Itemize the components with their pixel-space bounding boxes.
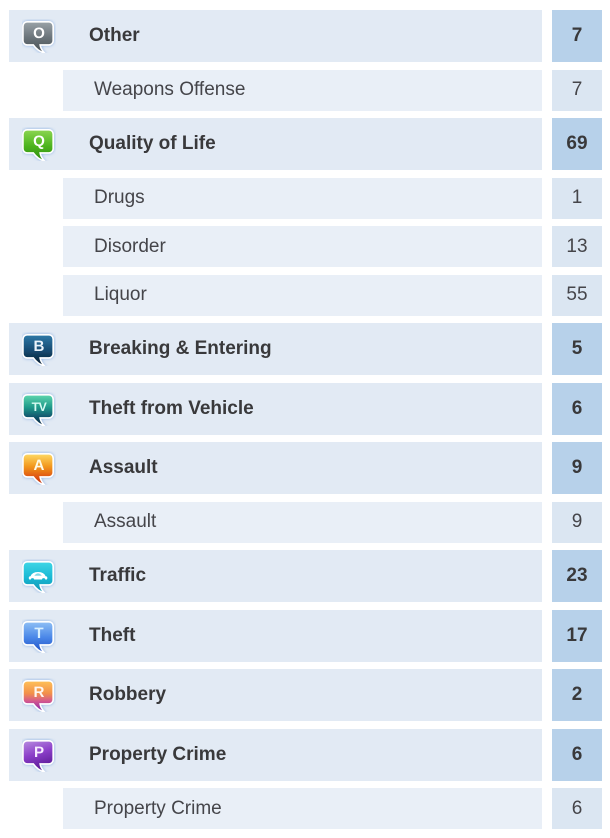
svg-text:R: R — [34, 685, 45, 701]
svg-text:T: T — [34, 625, 43, 641]
svg-text:Q: Q — [33, 134, 45, 150]
svg-text:P: P — [34, 744, 44, 760]
svg-text:B: B — [34, 339, 45, 355]
svg-text:A: A — [34, 458, 45, 474]
svg-text:O: O — [33, 26, 45, 42]
svg-text:TV: TV — [32, 399, 48, 413]
